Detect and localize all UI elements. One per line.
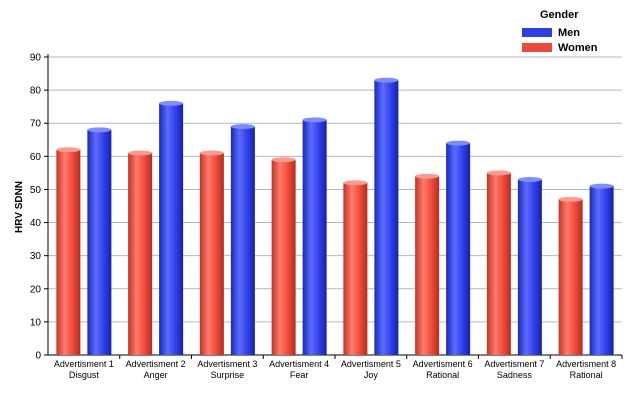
- x-tick-label: Disgust: [69, 370, 100, 380]
- bar-women: [199, 153, 224, 355]
- x-tick-label: Sadness: [497, 370, 533, 380]
- y-tick-label: 80: [30, 86, 42, 97]
- bar-cap: [517, 177, 542, 183]
- bar-women: [128, 153, 153, 355]
- legend-item-women: Women: [522, 40, 622, 55]
- y-tick-label: 70: [30, 119, 42, 130]
- bar-women: [415, 176, 440, 355]
- legend-swatch-men: [522, 28, 552, 37]
- x-tick-label: Joy: [364, 370, 379, 380]
- x-tick-label: Advertisment 4: [269, 359, 329, 369]
- bar-men: [159, 103, 184, 355]
- bar-cap: [302, 117, 327, 123]
- legend: Gender Men Women: [522, 9, 622, 55]
- bar-cap: [159, 100, 184, 106]
- bar-cap: [558, 196, 583, 202]
- legend-title: Gender: [540, 9, 579, 21]
- bar-cap: [415, 173, 440, 179]
- bar-cap: [589, 183, 614, 189]
- bar-cap: [128, 150, 153, 156]
- x-tick-label: Advertisment 5: [341, 359, 401, 369]
- bar-women: [56, 149, 81, 355]
- bar-women: [271, 159, 296, 355]
- bar-men: [230, 126, 255, 356]
- bar-cap: [230, 124, 255, 130]
- bar-women: [558, 199, 583, 355]
- x-tick-label: Rational: [426, 370, 459, 380]
- bar-cap: [486, 170, 511, 176]
- bar-men: [87, 129, 112, 355]
- x-tick-label: Advertisment 3: [197, 359, 257, 369]
- x-tick-label: Advertisment 8: [556, 359, 616, 369]
- bar-men: [589, 186, 614, 355]
- bar-cap: [87, 127, 112, 133]
- tick-labels: 0 10 20 30 40 50 60 70 80 90 Advertisment 1Disgust…: [30, 53, 616, 381]
- bars: [56, 77, 614, 356]
- y-tick-label: 40: [30, 218, 42, 229]
- bar-cap: [343, 180, 368, 186]
- bar-cap: [271, 157, 296, 163]
- bar-cap: [56, 147, 81, 153]
- y-tick-label: 60: [30, 152, 42, 163]
- bar-cap: [374, 77, 399, 83]
- y-axis-label: HRV SDNN: [14, 181, 25, 233]
- y-tick-label: 30: [30, 251, 42, 262]
- x-tick-label: Surprise: [211, 370, 245, 380]
- bar-women: [486, 172, 511, 355]
- bar-men: [446, 143, 471, 355]
- bar-men: [374, 80, 399, 355]
- y-tick-label: 0: [35, 351, 41, 362]
- y-tick-label: 10: [30, 317, 42, 328]
- bar-cap: [446, 140, 471, 146]
- legend-label-men: Men: [558, 26, 580, 39]
- y-tick-label: 90: [30, 53, 42, 64]
- x-tick-label: Advertisment 1: [54, 359, 114, 369]
- legend-item-men: Men: [522, 25, 622, 40]
- x-tick-label: Fear: [290, 370, 309, 380]
- x-tick-label: Advertisment 7: [484, 359, 544, 369]
- x-tick-label: Advertisment 6: [413, 359, 473, 369]
- bar-women: [343, 182, 368, 355]
- y-tick-label: 20: [30, 284, 42, 295]
- legend-label-women: Women: [558, 41, 598, 54]
- x-tick-label: Advertisment 2: [126, 359, 186, 369]
- y-tick-label: 50: [30, 185, 42, 196]
- bar-men: [517, 179, 542, 355]
- x-tick-label: Anger: [144, 370, 168, 380]
- x-tick-label: Rational: [570, 370, 603, 380]
- bar-men: [302, 119, 327, 356]
- bar-cap: [199, 150, 224, 156]
- legend-swatch-women: [522, 43, 552, 52]
